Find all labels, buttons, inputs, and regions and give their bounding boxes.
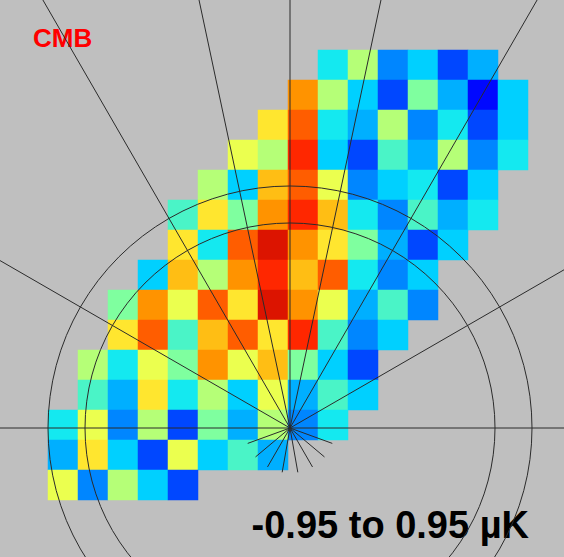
svg-text:CMB: CMB <box>33 23 92 53</box>
svg-text:-0.95 to 0.95 µK: -0.95 to 0.95 µK <box>252 504 530 546</box>
